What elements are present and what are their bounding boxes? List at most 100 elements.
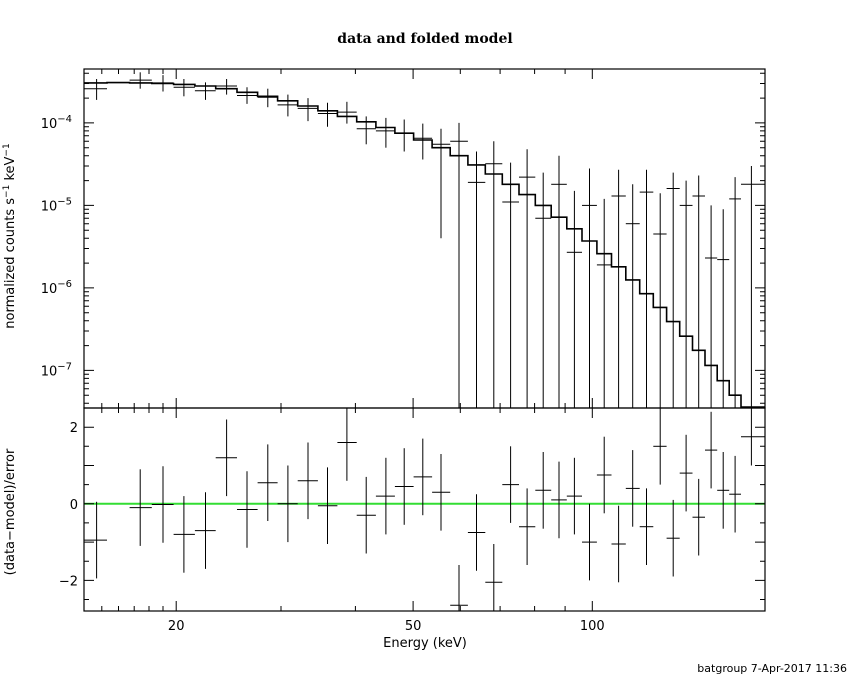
residual-point	[317, 467, 338, 544]
x-tick-label: 20	[168, 619, 185, 634]
bottom-y-axis-label: (data−model)/error	[3, 448, 18, 575]
y-tick-label-exp: −4	[57, 114, 72, 125]
residual-point	[582, 503, 597, 581]
x-tick-label: 100	[580, 619, 605, 634]
footer-stamp: batgroup 7-Apr-2017 11:36	[697, 662, 847, 675]
model-step-line	[84, 81, 765, 408]
data-point	[519, 149, 536, 408]
residual-point	[679, 434, 693, 512]
residual-point	[705, 411, 718, 489]
data-point	[717, 209, 730, 408]
data-point	[551, 155, 567, 408]
data-point	[317, 102, 338, 127]
data-point	[535, 172, 552, 408]
residual-point	[375, 457, 395, 535]
data-point	[596, 198, 612, 408]
residual-point	[519, 488, 536, 565]
residual-point	[277, 465, 298, 543]
residual-point	[129, 469, 152, 546]
residual-point	[450, 565, 468, 611]
y-tick-label-base: 10	[41, 364, 58, 379]
data-point	[741, 166, 765, 408]
data-point	[450, 122, 468, 408]
data-point	[151, 75, 174, 92]
data-point	[394, 119, 414, 152]
data-point	[375, 117, 395, 148]
residual-point	[639, 488, 654, 565]
y-tick-label-exp: −5	[57, 196, 72, 207]
data-point	[467, 151, 486, 408]
y-tick-label-exp: −7	[57, 361, 72, 372]
data-point	[485, 141, 503, 408]
data-point	[653, 193, 667, 408]
residual-point	[356, 476, 376, 554]
chart-title: data and folded model	[337, 31, 512, 47]
y-tick-label-base: 10	[41, 199, 58, 214]
data-point	[432, 128, 451, 239]
data-point	[502, 162, 519, 408]
residual-point	[394, 448, 414, 525]
data-point	[679, 180, 693, 408]
top-panel-frame	[83, 68, 766, 409]
data-point	[297, 98, 318, 122]
residual-point	[596, 436, 612, 514]
residual-crosses	[84, 408, 765, 611]
data-point	[582, 168, 597, 408]
residual-point	[502, 446, 519, 523]
residual-point	[297, 442, 318, 520]
residual-point	[625, 450, 640, 527]
residual-point	[257, 444, 278, 521]
data-point	[194, 82, 216, 100]
y-tick-label: 10−6	[41, 279, 72, 297]
residual-point	[237, 471, 258, 548]
residual-point	[432, 454, 451, 531]
data-point	[129, 72, 152, 89]
data-point	[356, 116, 376, 145]
y-tick-label: 10−5	[41, 196, 72, 214]
data-point	[611, 169, 626, 408]
x-axis-label: Energy (keV)	[383, 636, 467, 651]
residual-point	[566, 457, 582, 535]
data-point	[277, 94, 298, 117]
data-point	[257, 88, 278, 108]
y-tick-label: 10−7	[41, 361, 72, 379]
residual-point	[337, 408, 357, 481]
data-point	[729, 177, 741, 408]
residual-point	[413, 438, 433, 516]
residual-point	[653, 408, 667, 485]
top-panel-ticks: 10−410−510−610−7	[41, 69, 765, 408]
residual-point	[173, 496, 195, 573]
residual-point	[692, 478, 705, 556]
data-point	[705, 205, 718, 408]
data-point	[692, 175, 705, 408]
top-panel: 10−410−510−610−7 normalized counts s−1 k…	[2, 68, 766, 409]
residual-point	[666, 499, 680, 577]
residual-point	[151, 466, 174, 543]
residual-point	[611, 505, 626, 583]
x-tick-label: 50	[405, 619, 422, 634]
data-point	[337, 101, 357, 124]
data-point	[173, 79, 195, 97]
data-point	[215, 79, 237, 95]
y-tick-label: 2	[70, 421, 78, 436]
residual-point	[194, 492, 216, 569]
residual-point	[729, 455, 741, 533]
residual-point	[467, 494, 486, 571]
data-point	[84, 79, 107, 100]
y-tick-label: 10−4	[41, 114, 72, 132]
residual-point	[535, 452, 552, 529]
y-tick-label: 0	[70, 498, 78, 513]
y-tick-label-base: 10	[41, 117, 58, 132]
bottom-panel-frame	[83, 407, 766, 612]
model-step-path	[84, 81, 765, 408]
data-point	[237, 87, 258, 104]
data-point	[566, 190, 582, 408]
residual-point	[84, 501, 107, 579]
data-point	[639, 169, 654, 408]
data-point	[625, 184, 640, 408]
y-tick-label-exp: −6	[57, 279, 72, 290]
y-tick-label-base: 10	[41, 282, 58, 297]
